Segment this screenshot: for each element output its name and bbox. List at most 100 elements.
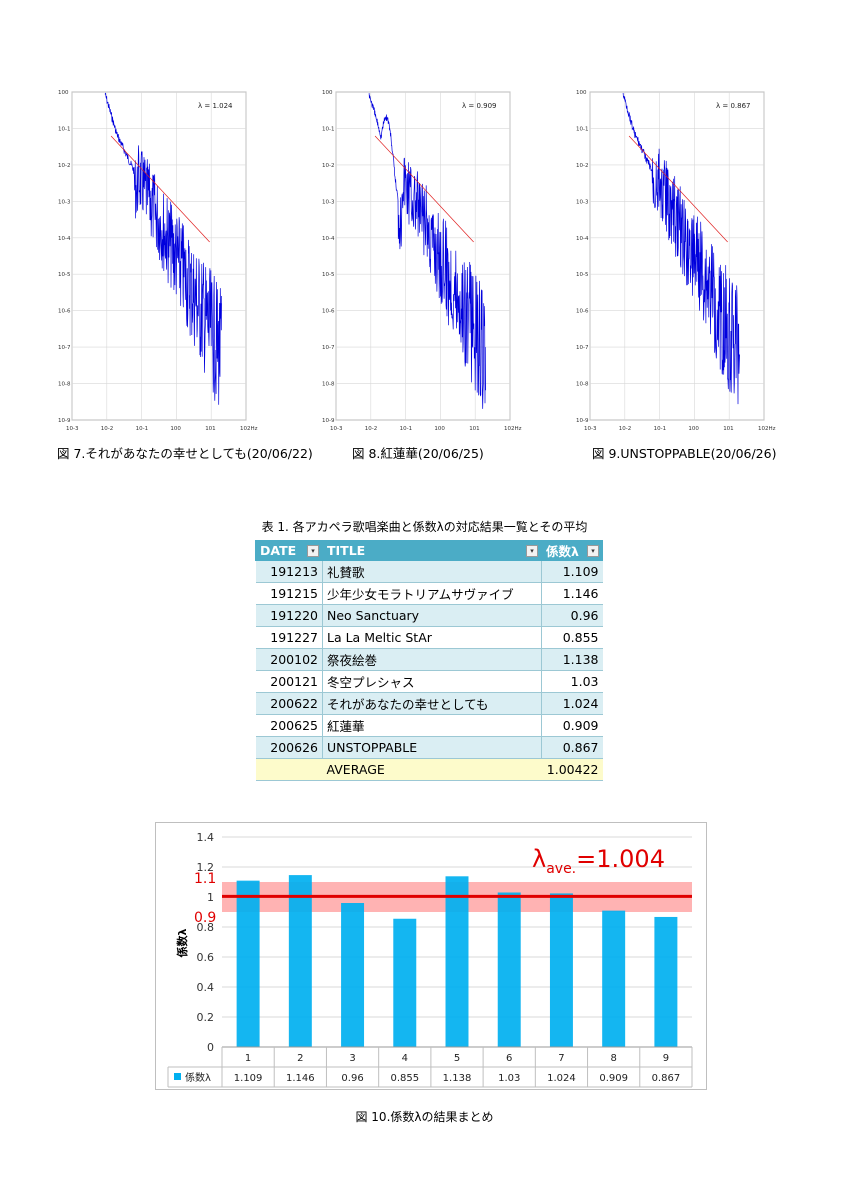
lambda-label: λ = 0.867 [716,102,751,110]
spectrum-figure-8: 100 10-1 10-2 10-3 10-4 10-5 10-6 10-7 10-8 10-9 1… [322,88,522,436]
fit-line [628,135,728,243]
average-label: AVERAGE [322,758,542,781]
spectrum-curve [622,92,740,405]
x-tick-label: 10-3 [330,426,343,432]
x-category-label: 1 [245,1053,251,1064]
y-tick-label: 10-6 [576,309,589,315]
cell-date: 191220 [255,604,323,627]
data-table-value: 1.138 [443,1073,472,1084]
data-table-value: 1.03 [498,1073,520,1084]
header-title[interactable]: TITLE ▾ [322,540,542,561]
header-value[interactable]: 係数λ ▾ [541,540,603,561]
data-table-value: 0.867 [652,1073,681,1084]
x-category-label: 4 [402,1053,408,1064]
bar-chart: 0 0.2 0.4 0.6 0.8 1 1.2 1.4 1.1 0.9 λave.=1.004 係数λ… [155,822,707,1090]
band-upper-label: 1.1 [194,871,216,887]
y-tick-label: 10-2 [576,163,588,169]
bar [445,876,469,1047]
filter-dropdown-icon[interactable]: ▾ [587,545,599,557]
x-tick-label: 10-3 [584,426,597,432]
x-category-label: 9 [663,1053,669,1064]
y-axis-label: 係数λ [175,928,189,957]
y-tick-label: 1 [207,891,214,904]
y-tick-label: 100 [322,90,333,96]
y-tick-label: 1.4 [197,831,215,844]
figure-9-caption: 図 9.UNSTOPPABLE(20/06/26) [592,446,777,461]
y-tick-label: 10-1 [576,126,588,132]
lambda-label: λ = 0.909 [462,102,497,110]
y-tick-label: 10-3 [576,199,589,205]
cell-value: 1.024 [541,692,603,715]
x-tick-label: 10-1 [654,426,666,432]
y-tick-label: 10-3 [58,199,71,205]
y-tick-label: 10-9 [58,418,71,424]
y-tick-label: 0.8 [197,921,215,934]
results-table: DATE ▾ TITLE ▾ 係数λ ▾ 191213 礼賛歌 1.109 191215 少年… [255,540,603,781]
figure-8-caption: 図 8.紅蓮華(20/06/25) [352,446,484,461]
table-row: 200622 それがあなたの幸せとしても 1.024 [255,692,603,715]
lambda-label: λ = 1.024 [198,102,233,110]
y-tick-label: 10-9 [576,418,589,424]
spectrum-curve [368,93,486,409]
table-title: 表 1. 各アカペラ歌唱楽曲と係数λの対応結果一覧とその平均 [261,520,588,534]
bar [393,918,417,1047]
table-row: 191227 La La Meltic StAr 0.855 [255,626,603,649]
band-lower-label: 0.9 [194,910,216,926]
y-tick-label: 10-3 [322,199,335,205]
data-table-value: 1.024 [547,1073,576,1084]
filter-dropdown-icon[interactable]: ▾ [307,545,319,557]
cell-value: 0.96 [541,604,603,627]
cell-value: 1.146 [541,582,603,605]
spectrum-plot: 100 10-1 10-2 10-3 10-4 10-5 10-6 10-7 10-8 10-9 1… [322,90,522,432]
data-table-value: 0.855 [390,1073,419,1084]
y-tick-label: 10-8 [322,382,335,388]
y-tick-label: 100 [58,90,69,96]
cell-title: 紅蓮華 [322,714,542,737]
bar [549,893,573,1047]
x-category-label: 6 [506,1053,512,1064]
x-tick-label: 102Hz [504,426,522,432]
cell-title: Neo Sanctuary [322,604,542,627]
y-tick-label: 10-8 [576,382,589,388]
legend-key [174,1073,181,1080]
spectrum-plot: 100 10-1 10-2 10-3 10-4 10-5 10-6 10-7 10-8 10-9 1… [58,90,258,432]
bar [497,892,521,1047]
header-date[interactable]: DATE ▾ [255,540,323,561]
y-tick-label: 10-1 [322,126,334,132]
x-category-label: 5 [454,1053,460,1064]
y-tick-label: 1.2 [197,861,215,874]
data-table-value: 0.96 [341,1073,363,1084]
cell-value: 0.867 [541,736,603,759]
cell-title: UNSTOPPABLE [322,736,542,759]
cell-date: 200625 [255,714,323,737]
data-table-value: 0.909 [599,1073,628,1084]
y-tick-label: 0 [207,1041,214,1054]
cell-date: 191215 [255,582,323,605]
y-tick-label: 10-1 [58,126,70,132]
y-tick-label: 10-4 [576,236,589,242]
y-tick-label: 10-7 [322,345,335,351]
average-value: 1.00422 [541,758,603,781]
cell-title: 礼賛歌 [322,560,542,583]
bar [236,880,260,1047]
fit-line [110,135,210,243]
cell-date: 200102 [255,648,323,671]
filter-dropdown-icon[interactable]: ▾ [526,545,538,557]
x-category-label: 3 [349,1053,355,1064]
fit-line [374,135,474,243]
legend-label: 係数λ [185,1071,211,1084]
table-row: 200102 祭夜絵巻 1.138 [255,648,603,671]
y-tick-label: 0.6 [197,951,215,964]
cell-date: 191213 [255,560,323,583]
y-tick-label: 10-5 [322,272,335,278]
cell-value: 1.138 [541,648,603,671]
y-tick-label: 10-2 [58,163,70,169]
data-table-value: 1.109 [234,1073,263,1084]
bar-chart-svg: 0 0.2 0.4 0.6 0.8 1 1.2 1.4 1.1 0.9 λave.=1.004 係数λ… [167,831,693,1088]
y-tick-label: 10-4 [322,236,335,242]
cell-title: それがあなたの幸せとしても [322,692,542,715]
table-row: 200626 UNSTOPPABLE 0.867 [255,736,603,759]
average-row: AVERAGE 1.00422 [255,758,603,781]
bar [602,910,626,1047]
table-row: 200625 紅蓮華 0.909 [255,714,603,737]
